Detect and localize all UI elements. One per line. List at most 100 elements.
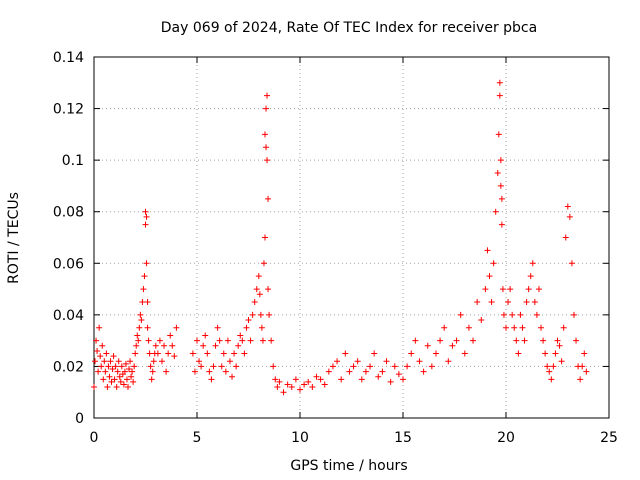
data-point xyxy=(189,350,196,357)
data-point xyxy=(579,363,586,370)
data-point xyxy=(163,368,170,375)
data-point xyxy=(237,332,244,339)
data-point xyxy=(133,342,140,349)
data-point xyxy=(533,311,540,318)
data-point xyxy=(496,92,503,99)
data-point xyxy=(137,311,144,318)
data-point xyxy=(123,376,130,383)
data-point xyxy=(173,324,180,331)
data-point xyxy=(107,358,114,365)
data-point xyxy=(222,368,229,375)
data-point xyxy=(233,363,240,370)
data-point xyxy=(519,324,526,331)
data-point xyxy=(478,317,485,324)
data-point xyxy=(383,358,390,365)
data-point xyxy=(325,368,332,375)
data-point xyxy=(484,247,491,254)
data-point xyxy=(535,286,542,293)
data-point xyxy=(554,337,561,344)
data-point xyxy=(309,384,316,391)
data-point xyxy=(521,337,528,344)
data-point xyxy=(500,311,507,318)
x-axis-label: GPS time / hours xyxy=(290,458,407,474)
data-point xyxy=(482,286,489,293)
data-point xyxy=(101,358,108,365)
data-point xyxy=(511,324,518,331)
data-point xyxy=(235,342,242,349)
data-point xyxy=(412,337,419,344)
data-point xyxy=(122,360,129,367)
data-point xyxy=(120,381,127,388)
data-point xyxy=(334,358,341,365)
data-point xyxy=(136,324,143,331)
data-point xyxy=(404,363,411,370)
data-point xyxy=(441,324,448,331)
data-point xyxy=(400,376,406,383)
data-point xyxy=(470,337,477,344)
data-point xyxy=(216,337,223,344)
data-point xyxy=(92,358,99,365)
data-point xyxy=(540,337,547,344)
data-point xyxy=(490,260,497,267)
data-point xyxy=(408,350,415,357)
data-point xyxy=(317,376,324,383)
data-point xyxy=(531,298,538,305)
data-point xyxy=(146,350,153,357)
data-point xyxy=(342,350,349,357)
data-point xyxy=(143,260,150,267)
data-point xyxy=(152,342,159,349)
data-point xyxy=(496,79,503,86)
data-point xyxy=(108,378,115,385)
data-point xyxy=(245,317,252,324)
data-point xyxy=(256,291,263,298)
plot-frame xyxy=(93,56,610,419)
data-point xyxy=(513,337,520,344)
data-point xyxy=(424,342,431,349)
data-point xyxy=(550,363,557,370)
data-point xyxy=(253,286,260,293)
data-point xyxy=(301,381,308,388)
data-point xyxy=(562,234,569,241)
data-point xyxy=(350,363,357,370)
data-point xyxy=(127,358,134,365)
data-point xyxy=(97,353,104,360)
data-point xyxy=(503,324,509,331)
data-point xyxy=(204,350,211,357)
data-point xyxy=(171,353,178,360)
data-point xyxy=(208,376,215,383)
data-point xyxy=(568,260,575,267)
data-point xyxy=(118,363,125,370)
data-points xyxy=(91,79,590,396)
data-point xyxy=(218,363,225,370)
data-point xyxy=(258,324,265,331)
data-point xyxy=(556,342,563,349)
data-point xyxy=(505,298,512,305)
data-point xyxy=(139,298,146,305)
data-point xyxy=(564,203,571,210)
data-point xyxy=(486,273,493,280)
data-point xyxy=(138,317,145,324)
data-point xyxy=(100,376,107,383)
data-point xyxy=(98,363,105,370)
data-point xyxy=(497,182,504,189)
data-point xyxy=(144,324,151,331)
data-point xyxy=(428,363,435,370)
data-point xyxy=(194,337,200,344)
x-tick-label: 20 xyxy=(497,430,515,446)
data-point xyxy=(210,363,217,370)
data-point xyxy=(270,363,277,370)
data-point xyxy=(566,213,573,220)
data-point xyxy=(573,337,580,344)
data-point xyxy=(544,363,551,370)
data-point xyxy=(96,324,103,331)
data-point xyxy=(507,286,514,293)
data-point xyxy=(583,368,590,375)
x-tick-label: 5 xyxy=(193,430,202,446)
data-point xyxy=(249,311,256,318)
chart-title: Day 069 of 2024, Rate Of TEC Index for r… xyxy=(161,20,537,36)
data-point xyxy=(284,381,291,388)
data-point xyxy=(148,376,155,383)
data-point xyxy=(147,363,154,370)
data-point xyxy=(169,342,176,349)
data-point xyxy=(495,131,502,138)
